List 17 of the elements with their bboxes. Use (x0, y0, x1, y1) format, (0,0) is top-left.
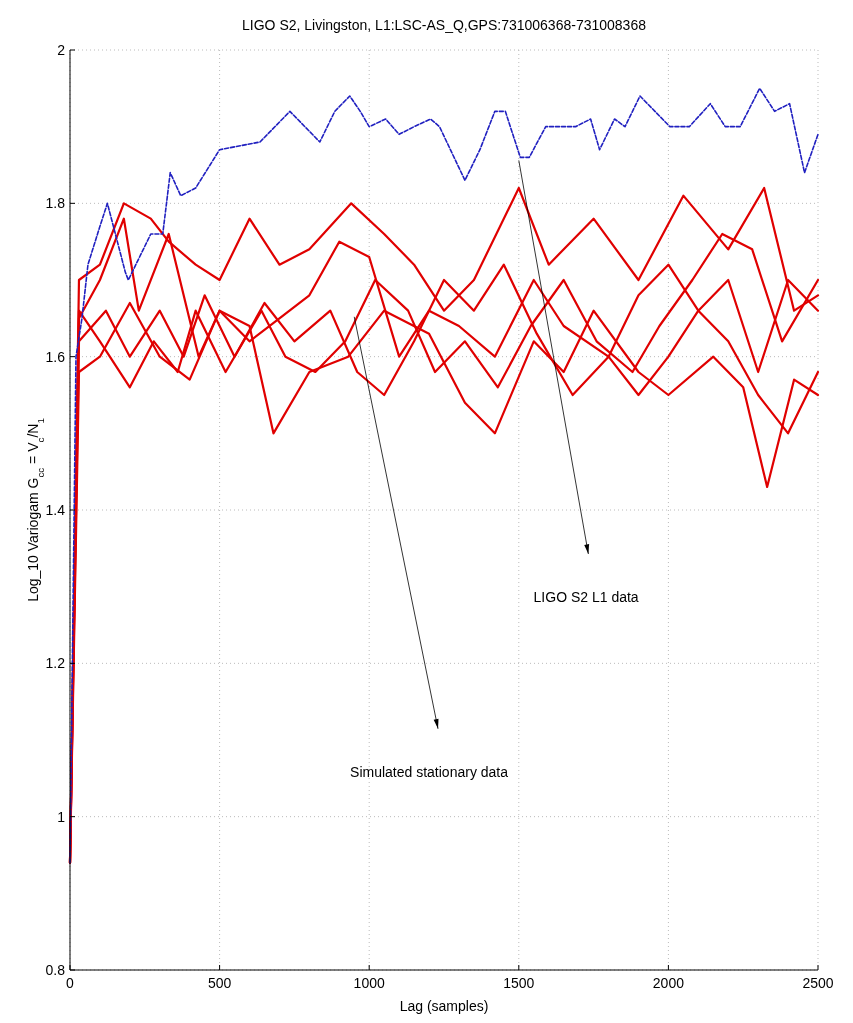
x-tick-label: 2500 (802, 975, 834, 991)
y-tick-label: 1.4 (45, 502, 66, 518)
chart-title: LIGO S2, Livingston, L1:LSC-AS_Q,GPS:731006368-731008368 (242, 17, 647, 33)
y-tick-label: 0.8 (45, 962, 66, 978)
x-axis-title: Lag (samples) (399, 998, 489, 1014)
x-tick-label: 1000 (353, 975, 385, 991)
x-tick-label: 2000 (652, 975, 685, 991)
y-tick-label: 1 (57, 808, 66, 825)
y-tick-label: 2 (57, 42, 66, 58)
y-tick-label: 1.6 (45, 348, 66, 365)
x-tick-label: 500 (207, 975, 232, 991)
x-tick-label: 0 (66, 975, 75, 991)
x-tick-label: 1500 (503, 975, 535, 991)
y-tick-label: 1.8 (45, 195, 66, 212)
y-tick-label: 1.2 (45, 655, 66, 672)
annotation: Simulated stationary data (350, 763, 509, 780)
annotation: LIGO S2 L1 data (533, 589, 639, 605)
